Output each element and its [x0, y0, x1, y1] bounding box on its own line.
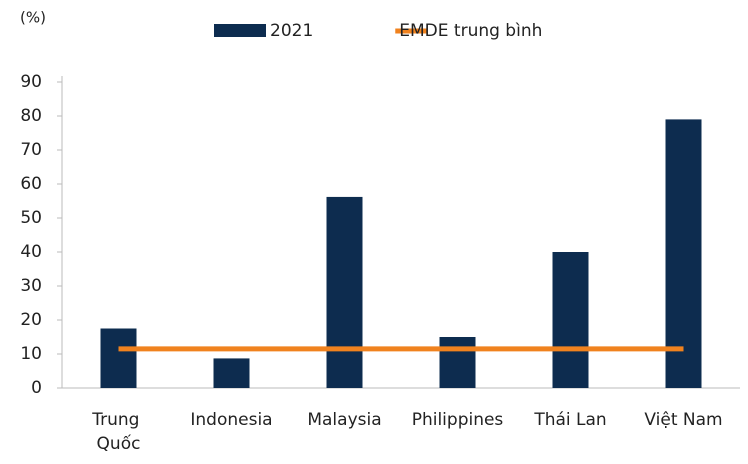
y-tick-label: 10 — [20, 344, 42, 364]
bar — [665, 119, 702, 389]
legend-swatch — [214, 24, 266, 37]
legend-label: EMDE trung bình — [399, 21, 542, 41]
bar — [326, 196, 363, 388]
x-tick-label: Việt Nam — [644, 410, 722, 430]
y-tick-label: 20 — [20, 310, 42, 330]
unit-label: (%) — [20, 9, 46, 27]
bar — [439, 337, 476, 388]
y-tick-label: 80 — [20, 106, 42, 126]
bar — [100, 328, 137, 388]
y-tick-label: 50 — [20, 208, 42, 228]
bar — [213, 358, 250, 388]
x-tick-label: Philippines — [412, 410, 504, 430]
x-tick-label: Thái Lan — [533, 410, 606, 430]
y-tick-label: 70 — [20, 140, 42, 160]
y-tick-label: 30 — [20, 276, 42, 296]
y-tick-label: 0 — [31, 378, 42, 398]
y-tick-label: 60 — [20, 174, 42, 194]
legend-label: 2021 — [270, 21, 313, 41]
y-tick-label: 90 — [20, 72, 42, 92]
y-tick-label: 40 — [20, 242, 42, 262]
x-tick-label: Trung Quốc — [91, 410, 145, 454]
x-tick-label: Malaysia — [307, 410, 381, 430]
bar — [552, 252, 589, 388]
x-tick-label: Indonesia — [190, 410, 272, 430]
